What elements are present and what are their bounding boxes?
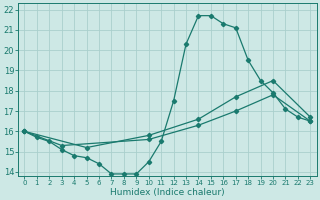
X-axis label: Humidex (Indice chaleur): Humidex (Indice chaleur) — [110, 188, 225, 197]
